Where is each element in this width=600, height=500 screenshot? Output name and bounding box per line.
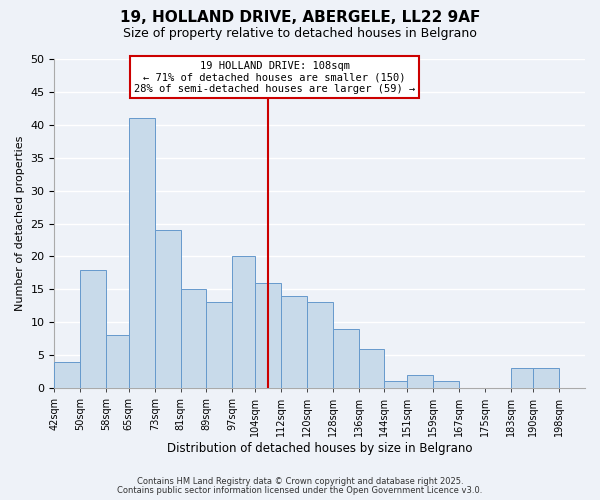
Bar [407,375,433,388]
Bar [255,282,281,388]
Bar [181,290,206,388]
Bar [281,296,307,388]
Bar [155,230,181,388]
Text: Size of property relative to detached houses in Belgrano: Size of property relative to detached ho… [123,28,477,40]
Text: Contains public sector information licensed under the Open Government Licence v3: Contains public sector information licen… [118,486,482,495]
Text: Contains HM Land Registry data © Crown copyright and database right 2025.: Contains HM Land Registry data © Crown c… [137,477,463,486]
X-axis label: Distribution of detached houses by size in Belgrano: Distribution of detached houses by size … [167,442,472,455]
Bar [332,329,359,388]
Bar [129,118,155,388]
Bar [359,348,385,388]
Bar [55,362,80,388]
Bar [433,382,459,388]
Bar [385,382,407,388]
Bar [80,270,106,388]
Bar [511,368,533,388]
Text: 19 HOLLAND DRIVE: 108sqm
← 71% of detached houses are smaller (150)
28% of semi-: 19 HOLLAND DRIVE: 108sqm ← 71% of detach… [134,60,415,94]
Bar [533,368,559,388]
Text: 19, HOLLAND DRIVE, ABERGELE, LL22 9AF: 19, HOLLAND DRIVE, ABERGELE, LL22 9AF [120,10,480,25]
Bar [307,302,332,388]
Y-axis label: Number of detached properties: Number of detached properties [15,136,25,311]
Bar [106,336,129,388]
Bar [206,302,232,388]
Bar [232,256,255,388]
